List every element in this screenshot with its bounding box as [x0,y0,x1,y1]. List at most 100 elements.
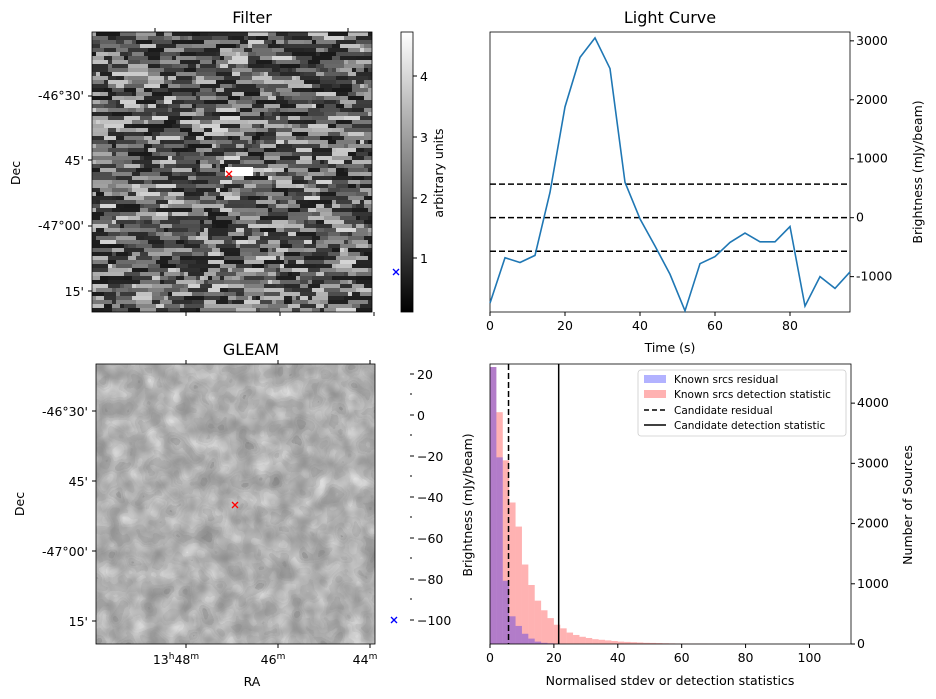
filter-noise-pixel [240,108,252,112]
filter-noise-pixel [324,260,340,264]
filter-noise-pixel [120,208,140,212]
filter-noise-pixel [164,280,176,284]
filter-noise-pixel [160,136,180,140]
filter-noise-pixel [116,196,124,200]
filter-noise-pixel [248,36,256,40]
legend-entry: Known srcs detection statistic [674,389,831,401]
filter-noise-pixel [280,308,292,312]
filter-noise-pixel [260,156,264,160]
filter-noise-pixel [268,212,288,216]
filter-noise-pixel [180,136,184,140]
filter-noise-pixel [164,68,184,72]
filter-noise-pixel [136,292,152,296]
filter-noise-pixel [208,280,224,284]
filter-noise-pixel [176,216,188,220]
filter-noise-pixel [216,272,236,276]
filter-noise-pixel [236,244,240,248]
filter-noise-pixel [100,72,112,76]
filter-noise-pixel [268,304,288,308]
filter-noise-pixel [260,92,272,96]
filter-noise-pixel [348,252,360,256]
filter-noise-pixel [332,208,352,212]
filter-noise-pixel [320,300,328,304]
filter-noise-pixel [140,272,160,276]
filter-noise-pixel [360,216,368,220]
filter-noise-pixel [288,188,304,192]
filter-noise-pixel [216,92,232,96]
filter-noise-pixel [340,304,352,308]
filter-noise-pixel [312,212,320,216]
filter-noise-pixel [216,216,236,220]
filter-noise-pixel [368,88,372,92]
filter-noise-pixel [172,284,184,288]
filter-noise-pixel [220,144,236,148]
filter-noise-pixel [116,152,128,156]
filter-noise-pixel [292,128,312,132]
filter-noise-pixel [192,168,196,172]
filter-noise-pixel [92,148,108,152]
filter-noise-pixel [116,308,128,312]
filter-noise-pixel [216,100,228,104]
light-curve-xlabel: Time (s) [644,340,696,355]
filter-noise-pixel [304,256,324,260]
filter-noise-pixel [184,156,204,160]
filter-noise-pixel [208,180,220,184]
filter-noise-pixel [216,44,236,48]
filter-noise-pixel [216,176,232,180]
gleam-dec-tick: 15' [69,614,88,629]
filter-noise-pixel [352,156,364,160]
filter-noise-pixel [92,252,112,256]
filter-noise-pixel [252,124,260,128]
filter-noise-pixel [160,72,176,76]
filter-noise-pixel [200,224,212,228]
filter-noise-pixel [112,72,120,76]
filter-noise-pixel [348,32,368,36]
filter-noise-pixel [220,288,228,292]
filter-noise-pixel [268,216,288,220]
filter-noise-pixel [116,260,136,264]
filter-noise-pixel [308,100,312,104]
filter-noise-pixel [288,272,292,276]
filter-noise-pixel [224,196,240,200]
filter-noise-pixel [188,148,196,152]
filter-noise-pixel [268,280,272,284]
filter-noise-pixel [204,112,212,116]
filter-noise-pixel [304,196,320,200]
filter-noise-pixel [184,240,188,244]
filter-noise-pixel [248,40,264,44]
filter-noise-pixel [240,40,248,44]
filter-noise-pixel [196,188,216,192]
filter-noise-pixel [92,196,112,200]
filter-noise-pixel [224,260,244,264]
filter-noise-pixel [116,264,132,268]
detection-histogram-bar [636,642,644,644]
filter-noise-pixel [368,276,372,280]
filter-noise-pixel [196,80,216,84]
filter-noise-pixel [260,244,280,248]
filter-noise-pixel [364,92,372,96]
filter-noise-pixel [192,252,204,256]
filter-noise-pixel [208,268,220,272]
filter-noise-pixel [336,264,352,268]
filter-noise-pixel [312,84,320,88]
filter-noise-pixel [148,64,160,68]
filter-noise-pixel [108,232,120,236]
filter-noise-pixel [276,252,284,256]
filter-noise-pixel [272,184,276,188]
filter-noise-pixel [164,96,176,100]
filter-noise-pixel [228,128,240,132]
filter-noise-pixel [216,156,224,160]
filter-noise-pixel [216,164,220,168]
detection-histogram-bar [649,642,657,644]
filter-noise-pixel [296,232,316,236]
filter-noise-pixel [180,288,188,292]
filter-noise-pixel [212,236,232,240]
filter-noise-pixel [136,284,152,288]
filter-noise-pixel [276,52,292,56]
residual-histogram-bar [534,641,542,644]
filter-noise-pixel [332,68,336,72]
filter-noise-pixel [92,220,112,224]
filter-noise-pixel [268,44,272,48]
filter-noise-pixel [316,244,328,248]
filter-noise-pixel [220,164,228,168]
